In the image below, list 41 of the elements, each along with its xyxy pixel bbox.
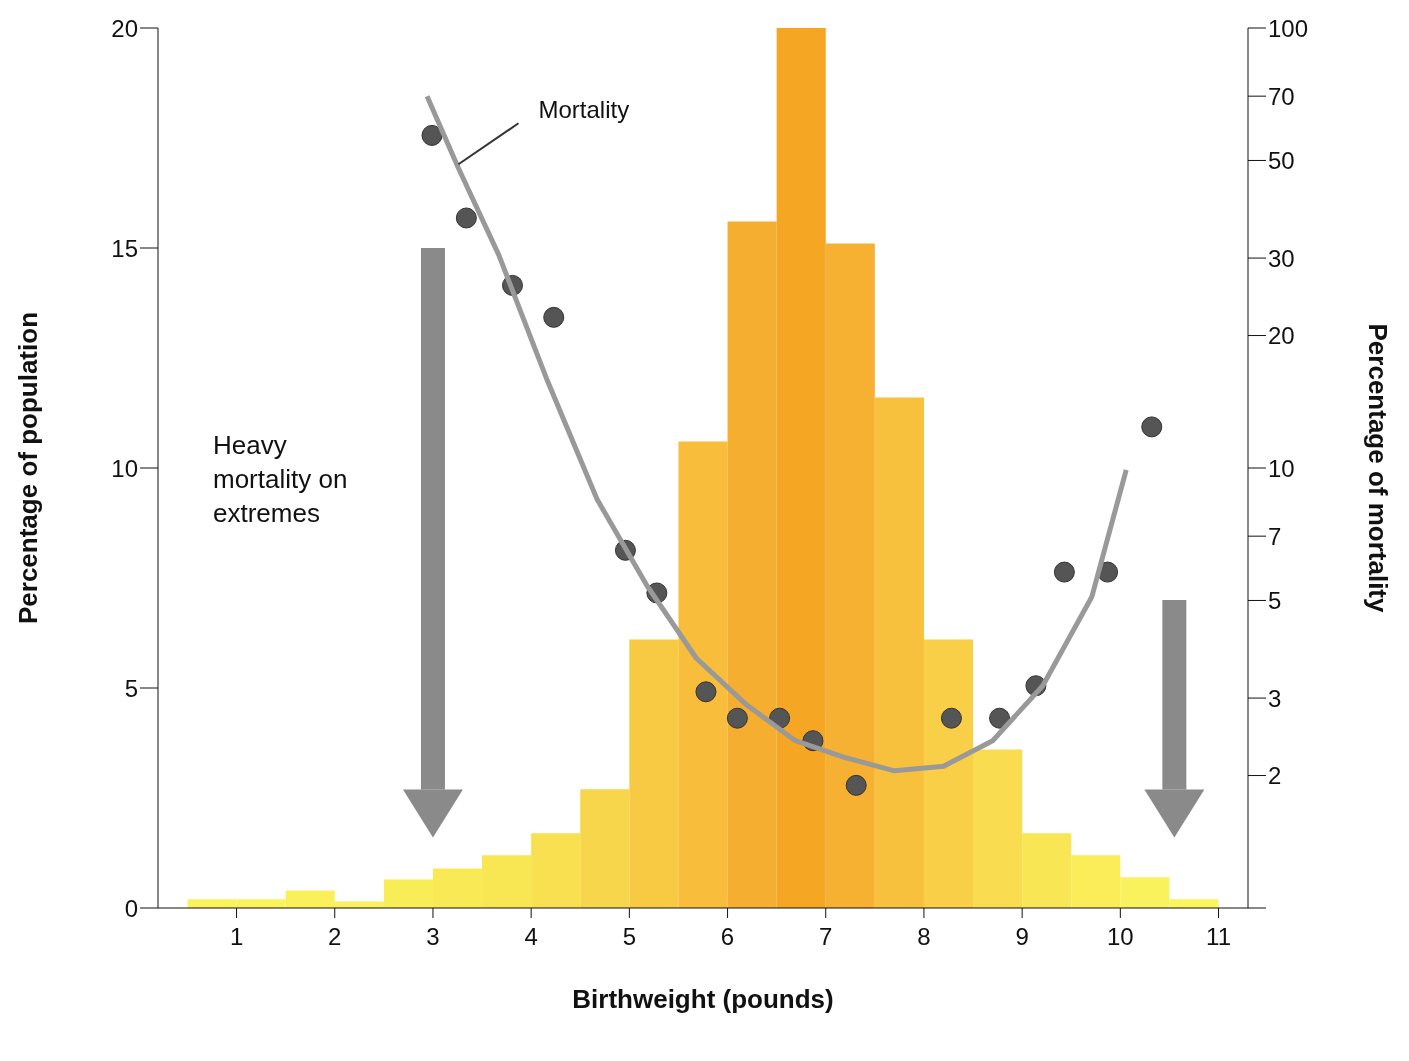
x-axis-title: Birthweight (pounds) xyxy=(572,984,834,1014)
y-tick-label: 0 xyxy=(124,894,138,922)
point xyxy=(726,707,748,729)
x-tick-label: 7 xyxy=(819,923,833,951)
y2-tick-label: 20 xyxy=(1268,322,1295,350)
y2-axis-title: Percentage of mortality xyxy=(1362,323,1393,614)
point xyxy=(1053,561,1075,583)
y2-tick-label: 3 xyxy=(1268,684,1282,712)
x-tick-label: 2 xyxy=(328,923,342,951)
x-tick-label: 1 xyxy=(229,923,244,951)
point xyxy=(1141,416,1163,438)
y-tick-label: 20 xyxy=(111,14,138,42)
point xyxy=(421,124,443,146)
y2-tick-label: 2 xyxy=(1268,762,1282,790)
x-tick-label: 10 xyxy=(1106,923,1134,951)
point xyxy=(455,207,477,229)
y-tick-label: 10 xyxy=(111,454,138,482)
y2-tick-label: 50 xyxy=(1268,146,1295,174)
x-tick-label: 6 xyxy=(720,923,735,951)
x-tick-label: 5 xyxy=(622,923,637,951)
y2-tick-label: 10 xyxy=(1268,454,1295,482)
y2-tick-label: 7 xyxy=(1268,522,1282,550)
point xyxy=(543,306,565,328)
text: Mortality xyxy=(538,96,630,124)
y-tick-label: 5 xyxy=(124,674,138,702)
y2-tick-label: 5 xyxy=(1268,586,1282,614)
y-axis-title: Percentage of population xyxy=(13,311,44,625)
point xyxy=(695,681,717,703)
y2-tick-label: 30 xyxy=(1268,244,1295,272)
x-tick-label: 4 xyxy=(524,923,538,951)
annotation: Heavy mortality on extremes xyxy=(213,429,349,531)
y2-tick-label: 100 xyxy=(1268,14,1309,42)
x-tick-label: 11 xyxy=(1206,923,1231,951)
y-tick-label: 15 xyxy=(111,234,138,262)
x-tick-label: 3 xyxy=(426,923,440,951)
point xyxy=(989,707,1011,729)
x-tick-label: 8 xyxy=(917,923,931,951)
point xyxy=(940,707,962,729)
x-tick-label: 9 xyxy=(1015,923,1029,951)
y2-tick-label: 70 xyxy=(1268,82,1295,110)
point xyxy=(845,774,867,796)
